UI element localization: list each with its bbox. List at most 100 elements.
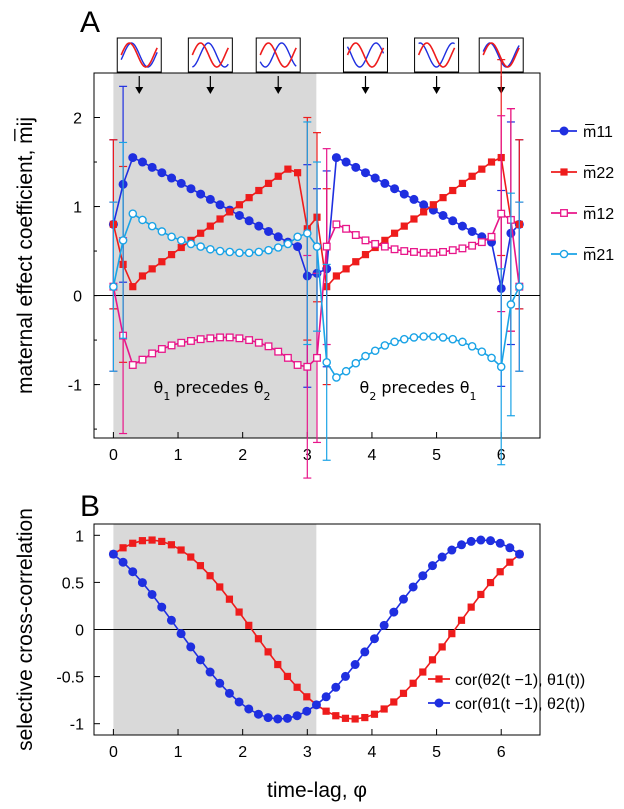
data-point-m12 [380, 242, 389, 251]
annotation-theta2-precedes: θ2 precedes θ1 [360, 378, 477, 403]
data-point-m22 [264, 179, 273, 187]
data-point-b-m11 [360, 647, 370, 657]
data-point-b-m11 [273, 714, 283, 724]
phase-inset [187, 37, 233, 73]
data-point-m12 [196, 335, 205, 344]
legend-label-m11: m̅11 [583, 123, 613, 141]
data-point-b-m22 [477, 590, 485, 599]
legend-marker-m12 [560, 209, 568, 217]
data-point-b-m11 [118, 557, 128, 567]
data-point-b-m22 [254, 635, 263, 643]
data-point-b-m22 [264, 648, 272, 656]
data-point-b-m11 [215, 678, 225, 688]
data-point-m11 [215, 200, 225, 210]
data-point-b-m11 [379, 620, 389, 630]
data-point-b-m11 [350, 660, 360, 670]
data-point-b-m11 [340, 671, 350, 681]
data-point-m12 [477, 238, 486, 247]
data-point-m12 [458, 244, 467, 253]
data-point-b-m11 [282, 713, 292, 723]
data-point-b-m11 [427, 561, 437, 571]
data-point-m11 [419, 200, 429, 210]
x-tick-label-a: 4 [367, 447, 376, 464]
data-point-m12 [487, 232, 496, 241]
data-point-m21 [429, 332, 438, 341]
data-point-m21 [448, 334, 458, 344]
data-point-b-m11 [195, 655, 205, 665]
data-point-m21 [487, 353, 496, 363]
data-point-b-m11 [418, 571, 428, 581]
data-point-b-m22 [216, 583, 224, 591]
data-point-m21 [225, 247, 235, 257]
data-point-m12 [371, 239, 380, 248]
data-point-b-m22 [293, 683, 301, 691]
data-point-m11 [351, 162, 361, 172]
data-point-m21 [496, 362, 506, 372]
data-point-b-m22 [448, 630, 456, 638]
data-point-b-m11 [466, 536, 476, 546]
data-point-m11 [205, 194, 215, 204]
data-point-m12 [361, 236, 370, 245]
y-axis-label-a: maternal effect coefficient, m̅ij [14, 117, 37, 394]
data-point-m12 [497, 209, 506, 218]
panel-a-label: A [80, 6, 100, 39]
data-point-m11 [264, 226, 274, 236]
x-tick-label-b: 5 [432, 744, 441, 761]
data-point-m11 [409, 194, 419, 204]
data-point-m22 [255, 186, 263, 195]
data-point-m21 [138, 215, 147, 225]
data-point-m22 [235, 201, 244, 209]
data-point-m22 [400, 222, 408, 230]
x-tick-label-a: 1 [174, 447, 183, 464]
data-point-b-m11 [157, 602, 167, 612]
data-point-m21 [467, 342, 477, 351]
data-point-m21 [196, 242, 205, 251]
data-point-m22 [361, 251, 370, 259]
data-point-m11 [244, 216, 254, 226]
data-point-m22 [449, 186, 457, 195]
data-point-m21 [264, 245, 273, 255]
data-point-b-m11 [244, 704, 254, 714]
x-tick-label-a: 5 [432, 447, 441, 464]
data-point-m21 [206, 244, 215, 254]
data-point-b-m11 [476, 535, 486, 545]
data-point-m12 [225, 333, 234, 342]
series-b [108, 535, 525, 724]
data-point-b-m11 [205, 667, 215, 677]
data-point-m22 [332, 272, 340, 280]
data-point-m12 [148, 349, 157, 358]
data-point-m21 [186, 239, 196, 249]
data-point-b-m22 [332, 712, 340, 720]
data-point-m12 [410, 247, 418, 256]
data-point-m11 [467, 226, 477, 236]
inset-arrow-head [206, 87, 215, 94]
data-point-m21 [312, 242, 322, 251]
data-point-m21 [303, 228, 312, 238]
data-point-m11 [128, 153, 138, 163]
data-point-m11 [186, 184, 196, 194]
data-point-b-m11 [166, 615, 176, 625]
data-point-b-m11 [515, 549, 525, 559]
data-point-b-m22 [303, 693, 311, 701]
data-point-m11 [254, 221, 264, 231]
data-point-b-m22 [351, 715, 359, 723]
x-tick-label-b: 3 [303, 744, 312, 761]
data-point-m12 [313, 353, 321, 362]
data-point-m22 [158, 258, 166, 266]
inset-arrow-head [274, 87, 283, 94]
data-point-m21 [215, 246, 225, 256]
data-point-m12 [342, 224, 351, 233]
data-point-m22 [342, 265, 350, 273]
data-point-m22 [284, 165, 292, 173]
data-point-b-m22 [370, 710, 379, 718]
data-point-m21 [283, 239, 293, 249]
data-point-m11 [196, 189, 206, 199]
y-tick-label-a: 1 [73, 200, 82, 217]
data-point-b-m22 [148, 536, 156, 544]
data-point-b-m22 [322, 707, 330, 715]
data-point-m12 [157, 345, 166, 353]
data-point-b-m22 [138, 537, 147, 545]
data-point-m12 [468, 241, 477, 250]
